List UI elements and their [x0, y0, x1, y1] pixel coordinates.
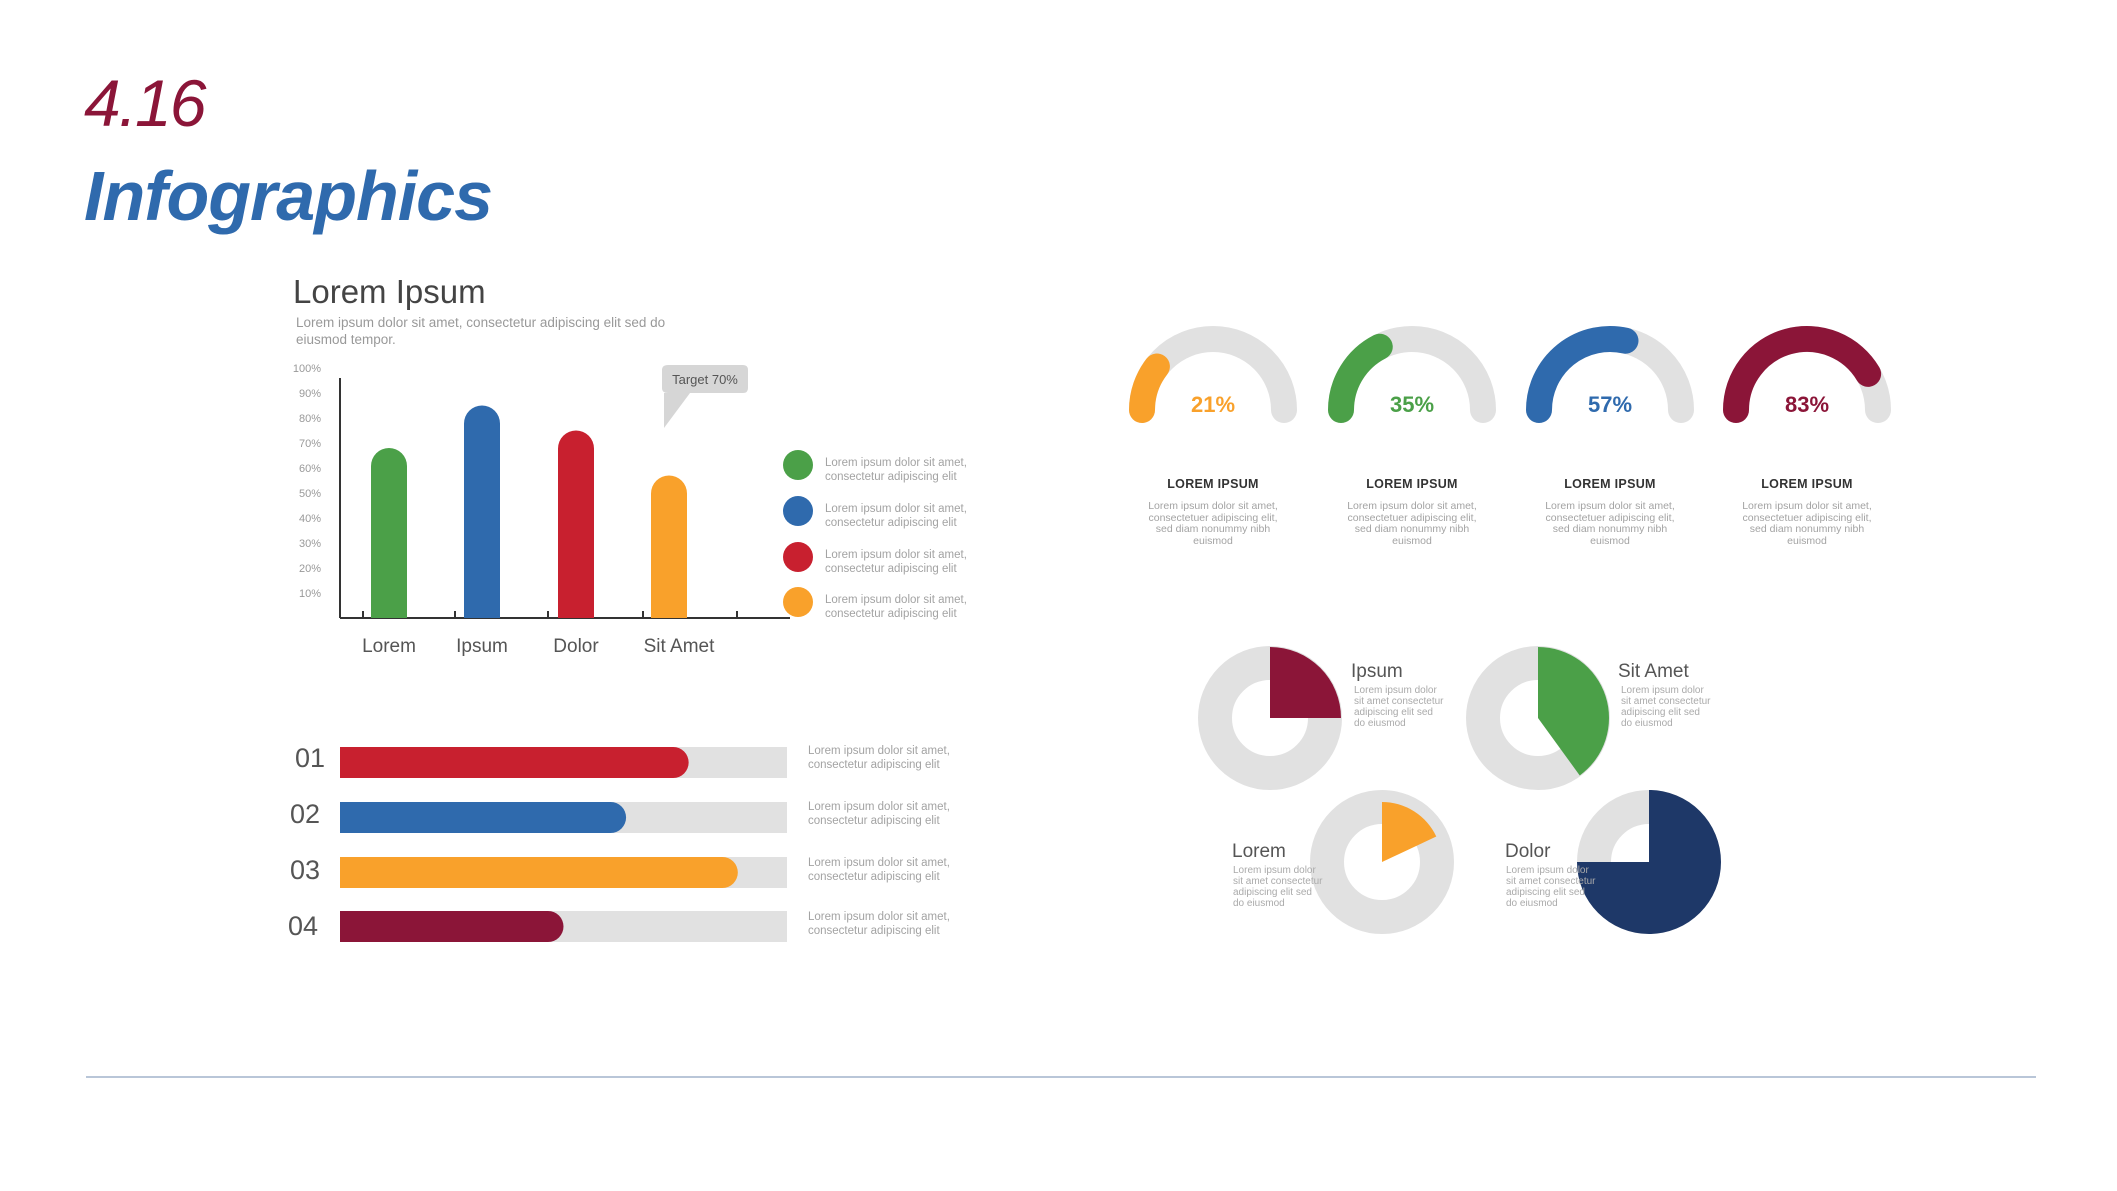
legend-dot-4: [783, 587, 813, 617]
gauge-heading-3: LOREM IPSUM: [1564, 477, 1656, 491]
donut-desc-lorem: Lorem ipsum dolor sit amet consectetur a…: [1233, 865, 1323, 909]
donut-desc-dolor: Lorem ipsum dolor sit amet consectetur a…: [1506, 865, 1596, 909]
donut-slice-sit-amet: [1538, 647, 1609, 776]
gauge-value-1: 21%: [1191, 392, 1235, 417]
hbar-note-4: Lorem ipsum dolor sit amet, consectetur …: [808, 911, 950, 937]
legend-dot-3: [783, 542, 813, 572]
donut-desc-ipsum: Lorem ipsum dolor sit amet consectetur a…: [1354, 685, 1444, 729]
y-tick-label: 50%: [299, 488, 321, 500]
y-tick-label: 20%: [299, 563, 321, 575]
legend-text-2: Lorem ipsum dolor sit amet, consectetur …: [825, 503, 967, 529]
y-tick-label: 30%: [299, 538, 321, 550]
hbar-fill-01: [340, 747, 689, 778]
hbar-note-3: Lorem ipsum dolor sit amet, consectetur …: [808, 857, 950, 883]
donut-title-dolor: Dolor: [1505, 841, 1551, 862]
section-number: 4.16: [84, 66, 206, 140]
hbar-note-2: Lorem ipsum dolor sit amet, consectetur …: [808, 801, 950, 827]
chart-title: Lorem Ipsum: [293, 273, 486, 310]
bar-ipsum: [464, 405, 500, 618]
hbar-label-01: 01: [295, 743, 326, 773]
hbar-note-1: Lorem ipsum dolor sit amet, consectetur …: [808, 745, 950, 771]
donut-slice-ipsum: [1270, 647, 1341, 718]
hbar-fill-03: [340, 857, 738, 888]
y-tick-label: 10%: [299, 588, 321, 600]
x-category-label: Ipsum: [456, 636, 508, 657]
donut-slice-dolor: [1577, 790, 1721, 934]
legend-text-4: Lorem ipsum dolor sit amet, consectetur …: [825, 594, 967, 620]
gauge-desc-2: Lorem ipsum dolor sit amet, consectetuer…: [1347, 500, 1477, 547]
y-tick-label: 100%: [293, 363, 321, 375]
gauge-desc-4: Lorem ipsum dolor sit amet, consectetuer…: [1742, 500, 1872, 547]
hbar-label-04: 04: [288, 911, 319, 941]
bar-lorem: [371, 448, 407, 618]
footer-divider: [86, 1076, 2036, 1078]
gauge-heading-2: LOREM IPSUM: [1366, 477, 1458, 491]
gauge-fill-1: [1129, 353, 1170, 423]
bar-sit-amet: [651, 475, 687, 618]
gauge-desc-1: Lorem ipsum dolor sit amet, consectetuer…: [1148, 500, 1278, 547]
y-tick-label: 70%: [299, 438, 321, 450]
gauge-fill-3: [1526, 326, 1639, 423]
gauge-fill-4: [1723, 326, 1882, 423]
hbar-fill-04: [340, 911, 564, 942]
x-category-label: Sit Amet: [644, 636, 715, 657]
y-tick-label: 90%: [299, 388, 321, 400]
donut-slice-lorem: [1382, 802, 1437, 862]
hbar-fill-02: [340, 802, 627, 833]
legend-dot-1: [783, 450, 813, 480]
gauge-heading-1: LOREM IPSUM: [1167, 477, 1259, 491]
x-category-label: Dolor: [553, 636, 599, 657]
y-tick-label: 40%: [299, 513, 321, 525]
chart-subtitle: Lorem ipsum dolor sit amet, consectetur …: [296, 315, 666, 347]
donut-desc-sit-amet: Lorem ipsum dolor sit amet consectetur a…: [1621, 685, 1711, 729]
gauge-value-3: 57%: [1588, 392, 1632, 417]
hbar-label-03: 03: [290, 855, 321, 885]
donut-title-lorem: Lorem: [1232, 841, 1286, 862]
legend-text-3: Lorem ipsum dolor sit amet, consectetur …: [825, 549, 967, 575]
page-title: Infographics: [84, 157, 493, 235]
bar-dolor: [558, 430, 594, 618]
y-tick-label: 60%: [299, 463, 321, 475]
y-tick-label: 80%: [299, 413, 321, 425]
gauge-fill-2: [1328, 333, 1393, 423]
hbar-label-02: 02: [290, 799, 321, 829]
gauge-desc-3: Lorem ipsum dolor sit amet, consectetuer…: [1545, 500, 1675, 547]
gauge-value-4: 83%: [1785, 392, 1829, 417]
legend-dot-2: [783, 496, 813, 526]
gauge-heading-4: LOREM IPSUM: [1761, 477, 1853, 491]
target-callout-label: Target 70%: [672, 372, 738, 387]
x-category-label: Lorem: [362, 636, 416, 657]
gauge-value-2: 35%: [1390, 392, 1434, 417]
donut-title-ipsum: Ipsum: [1351, 661, 1403, 682]
donut-title-sit-amet: Sit Amet: [1618, 661, 1689, 682]
target-callout-bubble: [662, 365, 748, 428]
legend-text-1: Lorem ipsum dolor sit amet, consectetur …: [825, 457, 967, 483]
